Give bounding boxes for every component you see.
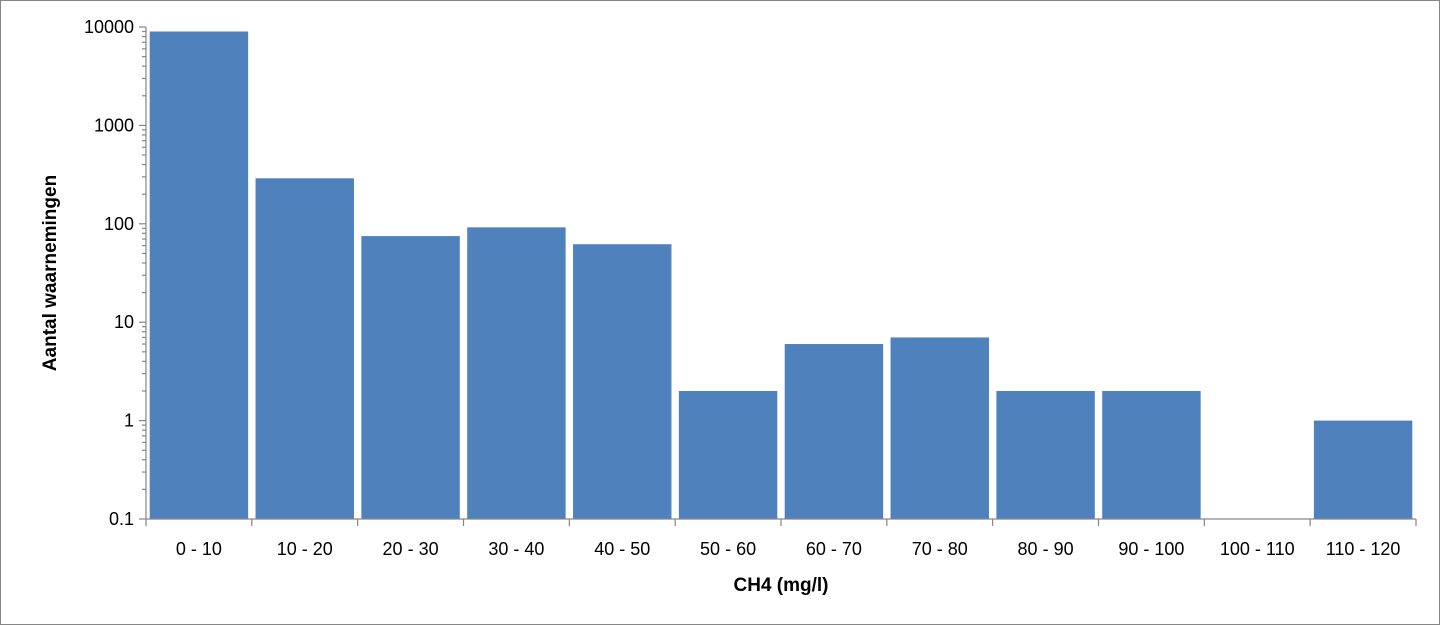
bar [1313,420,1413,519]
bar [573,244,672,520]
bar [149,31,249,520]
bar [890,337,989,519]
y-axis-title: Aantal waarnemingen [40,175,61,371]
x-tick-label: 50 - 60 [700,539,756,559]
bar [784,344,884,519]
y-tick-label: 1 [124,411,134,431]
x-axis: 0 - 10 10 - 20 20 - 30 30 - 40 40 - 50 50 - 6… [145,518,1417,559]
y-tick-label: 100 [104,214,134,234]
x-tick-label: 70 - 80 [912,539,968,559]
bar [467,227,566,519]
y-tick-label: 1000 [94,115,134,135]
bar [1102,390,1201,519]
x-tick-label: 110 - 120 [1326,539,1401,559]
x-tick-label: 40 - 50 [594,539,650,559]
bar [361,236,460,519]
bar [996,390,1095,519]
x-tick-label: 90 - 100 [1118,539,1184,559]
bar [255,178,354,519]
bar [678,390,778,519]
x-tick-label: 10 - 20 [277,539,333,559]
x-tick-label: 20 - 30 [383,539,439,559]
y-axis: 0.1 1 10 100 1000 10000 [84,17,147,529]
bars-group [149,31,1413,520]
y-tick-label: 0.1 [109,509,134,529]
x-tick-label: 80 - 90 [1018,539,1074,559]
y-tick-label: 10 [114,312,134,332]
x-tick-label: 0 - 10 [176,539,222,559]
x-tick-label: 60 - 70 [806,539,862,559]
y-tick-label: 10000 [84,17,134,37]
x-tick-label: 30 - 40 [488,539,544,559]
x-axis-title: CH4 (mg/l) [734,575,829,596]
x-tick-label: 100 - 110 [1220,539,1295,559]
